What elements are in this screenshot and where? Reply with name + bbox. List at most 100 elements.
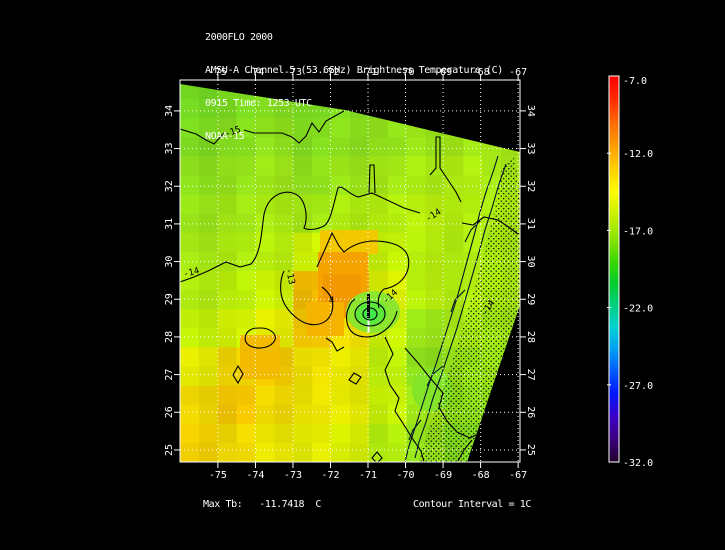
colorbar-tick-label: -17.0 <box>623 226 653 237</box>
tb-cell <box>255 156 276 177</box>
tb-cell <box>217 347 238 368</box>
tb-cell <box>406 309 427 329</box>
lon-tick-label: -75 <box>209 67 227 78</box>
tb-cell <box>312 404 332 425</box>
contour-layer <box>180 110 519 462</box>
tb-cell <box>255 309 276 329</box>
lon-tick-label: -69 <box>434 67 452 78</box>
tb-cell <box>463 156 483 177</box>
tb-cell <box>217 137 238 157</box>
tb-cell <box>425 213 446 234</box>
tb-cell <box>180 137 200 157</box>
tb-cell <box>274 404 294 425</box>
time-line: 0915 Time: 1253 UTC <box>205 98 312 109</box>
tb-cell <box>444 194 464 215</box>
tb-cell <box>236 232 257 253</box>
tb-cell <box>180 99 200 119</box>
tb-cell <box>406 156 427 177</box>
tb-cell <box>387 232 408 253</box>
tb-cell <box>368 251 389 272</box>
tb-cell <box>368 271 389 291</box>
tb-cell <box>293 175 313 196</box>
tb-cell <box>293 366 313 387</box>
tb-cell <box>180 328 200 348</box>
tb-cell <box>406 194 427 215</box>
lat-tick-label: 30 <box>164 256 175 268</box>
tb-cell <box>444 232 464 253</box>
tb-cell <box>350 156 370 177</box>
lat-tick-label: 31 <box>525 218 536 230</box>
tb-cell <box>368 118 389 138</box>
tb-cell <box>331 347 351 368</box>
tb-cell <box>236 99 257 119</box>
tb-cell <box>198 99 219 119</box>
tb-cell <box>274 309 294 329</box>
lat-tick-label: 32 <box>164 180 175 192</box>
tb-cell <box>217 118 238 138</box>
colorbar: -7.0 -12.0 -17.0 -22.0 -27.0 -32.0 <box>607 75 653 469</box>
tb-cell <box>274 156 294 177</box>
contour-line <box>461 216 519 235</box>
tb-cell <box>180 347 200 368</box>
tb-cell <box>274 385 294 406</box>
tb-cell <box>387 328 408 348</box>
tb-cell <box>293 385 313 406</box>
tb-cell <box>217 271 238 291</box>
tb-cell <box>180 366 200 387</box>
contour-line <box>180 128 225 145</box>
colorbar-tick-label: -22.0 <box>623 304 653 315</box>
contour-line <box>362 307 378 321</box>
contour-line <box>348 372 362 385</box>
map-area: -15-14 -134 -14-14-14-75-75-74-74-73-73-72… <box>164 67 536 481</box>
tb-cell <box>387 423 408 444</box>
lat-tick-label: 34 <box>525 105 536 117</box>
tb-cell <box>236 309 257 329</box>
contour-line <box>354 301 386 327</box>
tb-cell <box>425 347 446 368</box>
lon-tick-label: -73 <box>284 67 302 78</box>
tb-cell <box>217 290 238 310</box>
tb-cell <box>350 404 370 425</box>
tb-cell <box>180 423 200 444</box>
plot-title-block: 2000FLO 2000 AMSU-A Channel 5 (53.6GHz) … <box>205 10 503 164</box>
tb-cell <box>331 137 351 157</box>
coastline <box>404 155 499 462</box>
tb-cell <box>331 366 351 387</box>
tb-cell <box>312 194 332 215</box>
tb-cell <box>180 251 200 272</box>
tb-cell <box>236 213 257 234</box>
tb-cell <box>255 137 276 157</box>
tb-cell <box>368 423 389 444</box>
tb-cell <box>293 251 313 272</box>
tb-cell <box>236 194 257 215</box>
tb-cell <box>180 309 200 329</box>
tb-cell <box>217 251 238 272</box>
tb-cell <box>274 137 294 157</box>
graticule <box>180 80 520 462</box>
tb-cell <box>444 309 464 329</box>
tb-cell <box>180 213 200 234</box>
lat-tick-label: 27 <box>525 369 536 381</box>
tb-cell <box>312 175 332 196</box>
tb-cell <box>331 156 351 177</box>
tb-cell <box>274 423 294 444</box>
colorbar-tick-label: -7.0 <box>623 76 647 87</box>
colorbar-gradient <box>609 76 619 462</box>
tb-cell <box>387 251 408 272</box>
lon-tick-label: -70 <box>397 470 415 481</box>
tb-cell <box>217 385 238 406</box>
coastline <box>450 289 466 313</box>
tb-cell <box>198 309 219 329</box>
tb-cell <box>463 194 483 215</box>
lat-tick-label: 31 <box>164 218 175 230</box>
tb-cell <box>444 213 464 234</box>
tb-cell <box>368 442 389 462</box>
tb-cell <box>198 404 219 425</box>
contour-label: 4 <box>329 296 334 306</box>
tb-cell <box>293 423 313 444</box>
lon-tick-label: -72 <box>321 470 339 481</box>
contour-line <box>368 164 376 194</box>
tb-cell <box>293 404 313 425</box>
tb-cell <box>255 194 276 215</box>
tb-cell <box>293 213 313 234</box>
